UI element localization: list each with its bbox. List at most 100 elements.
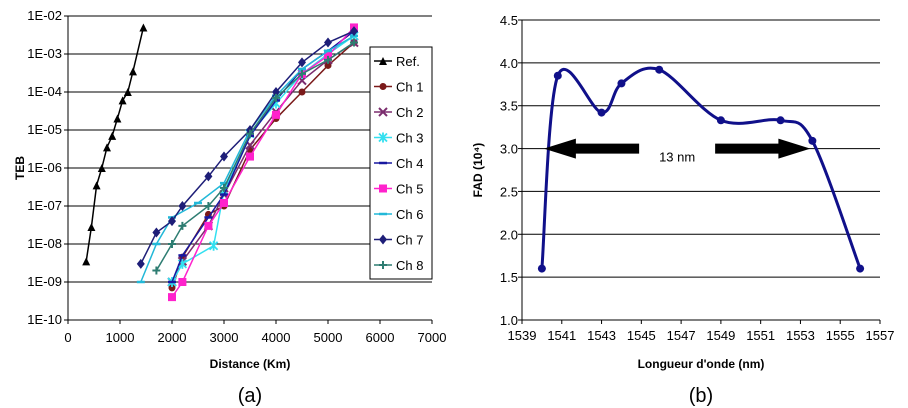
data-point [246,129,254,138]
x-tick-label: 4000 [262,330,291,345]
x-tick-label: 3000 [210,330,239,345]
y-tick-label: 1E-05 [27,122,62,137]
x-tick-label: 1543 [587,328,616,343]
data-point [97,164,106,172]
data-point [350,26,358,37]
y-axis-label: FAD (10⁴) [471,143,485,198]
legend-label: Ch 3 [396,131,423,146]
y-tick-label: 1E-10 [27,312,62,327]
data-point [178,221,187,230]
data-point [324,37,332,48]
data-point [324,61,332,69]
y-tick-label: 1E-02 [27,8,62,23]
data-point [118,96,127,105]
data-point [537,264,546,273]
data-point [168,240,176,248]
caption: (a) [238,385,262,407]
data-point [856,264,865,273]
y-tick-label: 1E-08 [27,236,62,251]
x-tick-label: 1553 [786,328,815,343]
data-point [655,65,664,74]
data-point [324,51,332,60]
data-point [152,266,161,275]
legend-marker [378,132,388,143]
legend-label: Ch 1 [396,80,423,95]
x-tick-label: 0 [64,330,71,345]
data-point [152,227,161,238]
data-point [324,55,332,64]
data-point [178,278,187,286]
data-point [204,221,213,230]
y-axis-label: TEB [13,156,27,180]
data-point [272,93,280,102]
data-point [298,69,306,78]
legend-marker [379,57,387,65]
data-point [350,38,358,47]
y-tick-label: 2.5 [500,184,518,199]
x-tick-label: 1545 [627,328,656,343]
data-point [136,258,145,269]
x-tick-label: 1555 [826,328,855,343]
x-axis-label: Longueur d'onde (nm) [638,357,765,371]
caption: (b) [689,385,713,407]
y-tick-label: 1E-09 [27,274,62,289]
legend-label: Ch 2 [396,105,423,120]
data-point [220,151,228,162]
x-tick-label: 1549 [706,328,735,343]
chart-b: 1.0 1.5 2.0 2.5 3.0 3.5 4.0 4.5 1539 1541 1543 1545… [471,13,894,407]
data-point [168,293,176,302]
y-tick-label: 1E-07 [27,198,62,213]
chart-a: 1E-10 1E-09 1E-08 1E-07 1E-06 1E-05 1E-04 1E-03… [13,8,446,407]
data-point [617,79,626,88]
y-tick-label: 3.5 [500,99,518,114]
y-tick-label: 4.5 [500,13,518,28]
legend-marker [379,261,387,269]
data-point [716,116,725,125]
x-tick-label: 5000 [314,330,343,345]
y-tick-label: 1.5 [500,270,518,285]
data-point [108,131,117,140]
legend-marker [379,184,387,193]
data-point [168,284,176,292]
legend-marker [379,234,387,245]
data-point [178,201,187,211]
y-tick-label: 1E-04 [27,84,62,99]
data-point [808,136,817,145]
y-tick-label: 2.0 [500,227,518,242]
data-point [208,240,219,251]
legend-label: Ch 6 [396,207,423,222]
data-point [204,202,213,210]
series-line [85,27,145,262]
x-tick-label: 7000 [418,330,447,345]
legend-label: Ref. [396,54,420,69]
x-tick-label: 1541 [547,328,576,343]
data-point [597,108,606,117]
data-point [129,67,137,76]
legend-marker [378,107,388,117]
y-tick-label: 3.0 [500,142,518,157]
x-tick-label: 1557 [866,328,895,343]
y-tick-label: 4.0 [500,56,518,71]
x-tick-label: 1000 [106,330,135,345]
y-tick-label: 1.0 [500,313,518,328]
data-point [220,198,228,207]
annotation-label: 13 nm [659,150,695,165]
y-tick-label: 1E-03 [27,46,62,61]
x-axis-label: Distance (Km) [210,357,291,371]
data-point [272,87,280,97]
x-tick-label: 1551 [746,328,775,343]
x-tick-label: 1539 [508,328,537,343]
series-line [140,35,355,283]
data-point [298,57,306,68]
y-tick-label: 1E-06 [27,160,62,175]
data-point [92,181,101,190]
series-line [540,66,862,270]
data-point [246,152,254,161]
legend-label: Ch 7 [396,233,423,248]
legend-label: Ch 5 [396,182,423,197]
data-point [82,257,91,266]
data-point [103,143,111,152]
data-point [168,216,176,227]
data-point [87,223,96,232]
